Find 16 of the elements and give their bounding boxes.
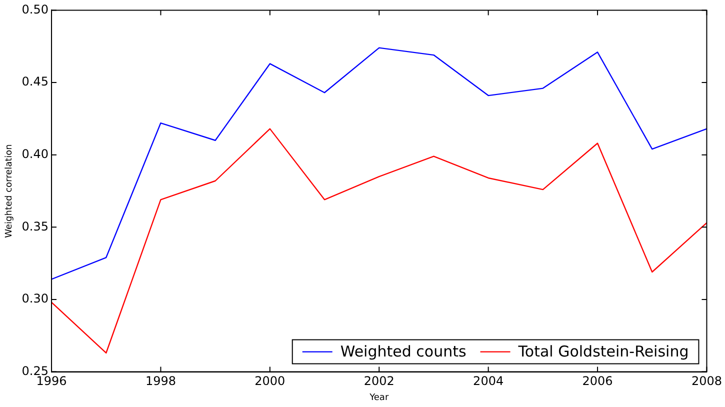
x-axis-title: Year <box>368 392 389 403</box>
x-tick-label: 1998 <box>145 374 176 388</box>
x-tick-label: 2002 <box>364 374 394 388</box>
y-axis-title: Weighted correlation <box>4 144 15 238</box>
x-tick-label: 2006 <box>582 374 613 388</box>
x-tick-label: 2008 <box>691 374 722 388</box>
legend-label: Weighted counts <box>340 342 466 361</box>
y-tick-label: 0.50 <box>22 2 49 16</box>
x-tick-label: 1996 <box>36 374 67 388</box>
y-tick-label: 0.45 <box>22 74 49 89</box>
y-tick-label: 0.40 <box>22 146 49 161</box>
x-tick-label: 2000 <box>254 374 286 388</box>
legend-label: Total Goldstein-Reising <box>517 342 689 361</box>
y-tick-label: 0.35 <box>22 219 49 234</box>
y-tick-label: 0.30 <box>22 292 49 306</box>
x-tick-label: 2004 <box>473 374 504 388</box>
